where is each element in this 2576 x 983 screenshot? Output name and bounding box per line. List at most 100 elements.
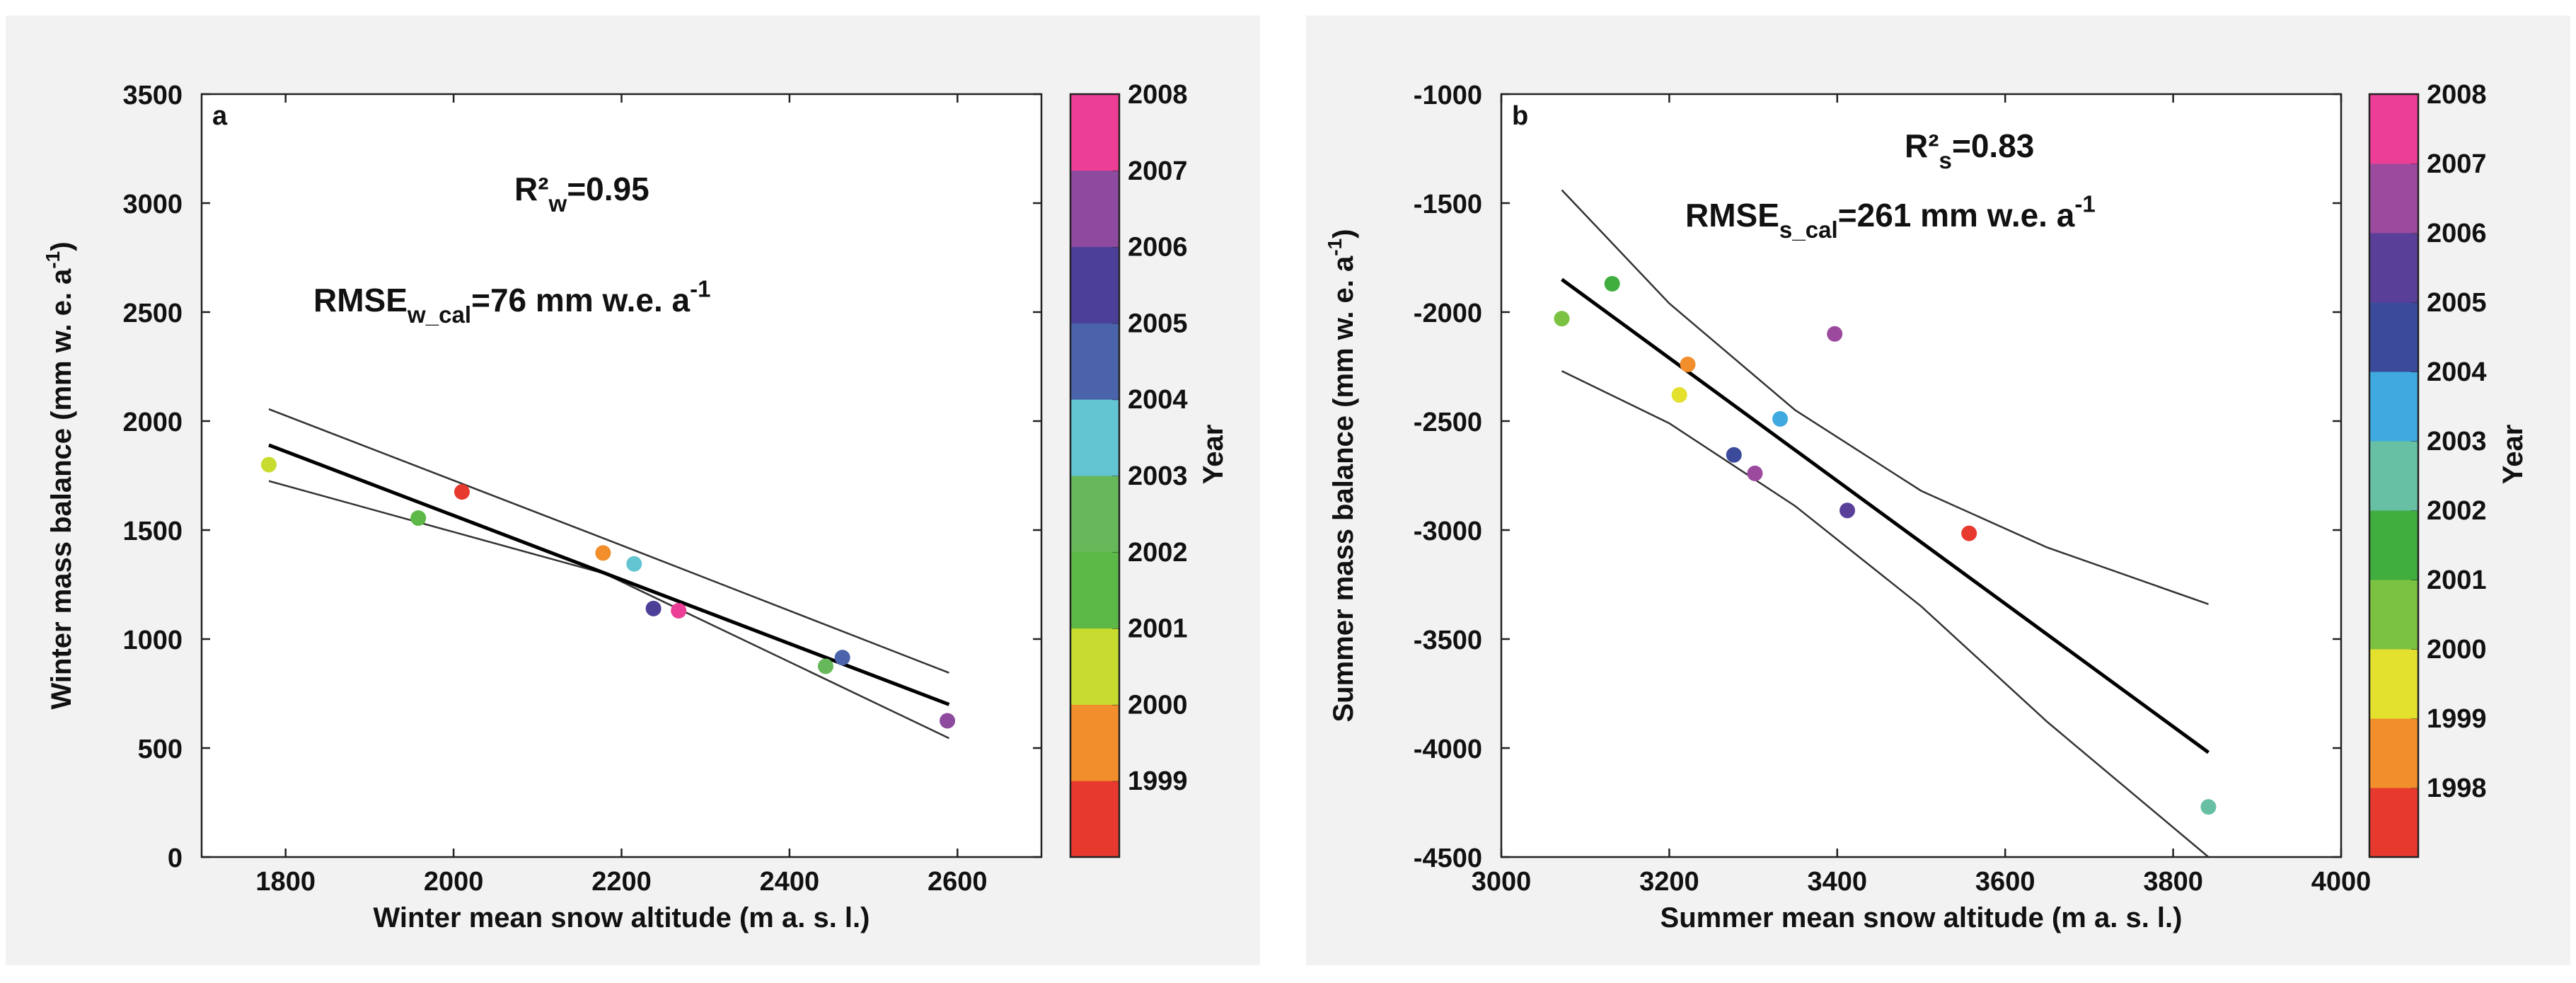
panel-a-rmse-annotation-part-2: =76 mm w.e. a (471, 282, 690, 318)
panel-b-colorbar-segment (2369, 94, 2418, 164)
panel-b-colorbar-frame (2368, 93, 2420, 858)
panel-b-y-tick-label: -2500 (1414, 408, 1482, 437)
panel-b-x-tick-label: 4000 (2311, 867, 2372, 897)
panel-a-colorbar-frame (1069, 93, 1121, 858)
panel-a-label: a (212, 101, 228, 131)
panel-b-y-axis-label-end: ) (1328, 229, 1359, 238)
panel-b-data-point (1554, 311, 1570, 327)
panel-a-colorbar-year-label: 2006 (1128, 233, 1188, 263)
panel-a-y-tick-label: 2500 (122, 299, 183, 328)
panel-b-colorbar-year-label: 1998 (2427, 774, 2487, 803)
panel-b-colorbar-segment (2369, 372, 2418, 442)
panel-a-x-tick-label: 1800 (255, 867, 316, 897)
panel-a-rmse-annotation-part-0: RMSE (313, 282, 408, 318)
panel-b-rmse-annotation-part-2: =261 mm w.e. a (1838, 197, 2075, 234)
panel-a-y-axis-label: Winter mass balance (mm w. e. a-1) (42, 241, 77, 709)
panel-a-upper-confidence-line (268, 408, 949, 674)
panel-b-r2-annotation-part-2: =0.83 (1952, 127, 2034, 164)
panel-b-colorbar-year-label: 2003 (2427, 427, 2487, 456)
panel-a-r2-annotation-part-1: w (548, 191, 567, 217)
panel-a-y-tick-label: 500 (138, 735, 183, 764)
panel-b-data-point (1680, 356, 1696, 372)
panel-a-series-group (260, 408, 956, 740)
panel-b-data-point (1961, 525, 1977, 541)
panel-a-y-tick-label: 0 (168, 844, 183, 873)
panel-a-colorbar-year-label: 2001 (1128, 614, 1188, 644)
panel-b-data-point (1747, 465, 1763, 481)
panel-b-regression-line (1561, 277, 2210, 754)
panel-b-colorbar-year-label: 2006 (2427, 219, 2487, 248)
panel-a-x-tick-label: 2200 (591, 867, 652, 897)
panel-b-label: b (1512, 101, 1528, 131)
panel-b-colorbar-year-label: 2004 (2427, 357, 2487, 387)
panel-a-colorbar-year-label: 2004 (1128, 385, 1188, 415)
panel-b-y-axis-label: Summer mass balance (mm w. e. a-1) (1324, 229, 1359, 722)
panel-a-y-tick-label: 3000 (122, 190, 183, 219)
panel-a-colorbar-year-label: 1999 (1128, 766, 1188, 796)
panel-b-y-tick-label: -1000 (1414, 81, 1482, 110)
panel-a-data-point (671, 602, 687, 619)
panel-b-y-tick-label: -3500 (1414, 626, 1482, 655)
panel-a-colorbar-segment (1070, 246, 1119, 323)
panel-b-x-tick-label: 3600 (1975, 867, 2035, 897)
panel-b-rmse-annotation-part-0: RMSE (1685, 197, 1779, 234)
panel-a-plot-area (200, 93, 1043, 858)
panel-a-x-tick-label: 2000 (424, 867, 484, 897)
panel-a-rmse-annotation-part-3: -1 (690, 276, 710, 302)
panel-a-x-axis-label: Winter mean snow altitude (m a. s. l.) (374, 902, 870, 933)
panel-b-data-point (1772, 410, 1789, 427)
panel-a-data-point (834, 650, 850, 666)
panel-b-plot-area (1500, 93, 2343, 858)
panel-b-y-tick-label: -4000 (1414, 735, 1482, 764)
panel-b-data-point (1839, 502, 1856, 519)
panel-a-colorbar-segment (1070, 94, 1119, 171)
panel-b-colorbar-segment (2369, 580, 2418, 650)
panel-b-y-tick-label: -2000 (1414, 299, 1482, 328)
panel-a-colorbar-segment (1070, 704, 1119, 781)
panel-b-colorbar-segment (2369, 718, 2418, 788)
panel-b-colorbar-year-label: 2001 (2427, 565, 2487, 595)
panel-a-x-tick-label: 2600 (928, 867, 988, 897)
panel-a-colorbar-year-label: 2005 (1128, 309, 1188, 338)
panel-a-colorbar-segment (1070, 399, 1119, 476)
panel-b-x-tick-label: 3200 (1639, 867, 1699, 897)
panel-b-colorbar-segment (2369, 233, 2418, 303)
panel-a-data-point (595, 545, 611, 561)
panel-a-r2-annotation-part-0: R² (514, 171, 549, 207)
panel-b-data-point (1604, 275, 1620, 292)
panel-b-data-point (1827, 326, 1843, 342)
panel-a-y-tick-label: 1500 (122, 517, 183, 546)
panel-a-colorbar-year-label: 2002 (1128, 538, 1188, 568)
panel-a-colorbar-year-label: 2007 (1128, 156, 1188, 186)
panel-b-colorbar-segment (2369, 510, 2418, 580)
panel-b-rmse-annotation-part-1: s_cal (1779, 217, 1838, 243)
panel-a-y-axis-label-base: Winter mass balance (mm w. e. a (46, 268, 77, 710)
panel-b-lower-confidence-line (1561, 370, 2210, 857)
panel-b-colorbar-segment (2369, 302, 2418, 372)
panel-a-colorbar-title: Year (1198, 425, 1229, 485)
panel-a-colorbar-segment (1070, 476, 1119, 553)
panel-b-colorbar-year-label: 2005 (2427, 288, 2487, 318)
panel-a-y-tick-label: 2000 (122, 408, 183, 437)
panel-b-upper-confidence-line (1561, 189, 2209, 605)
panel-a-y-axis-label-end: ) (46, 241, 77, 251)
panel-b-colorbar-segment (2369, 163, 2418, 234)
panel-b-colorbar-year-label: 2002 (2427, 496, 2487, 526)
panel-a-colorbar-year-label: 2003 (1128, 461, 1188, 491)
panel-a-data-point (626, 556, 642, 572)
panel-b-r2-annotation-part-1: s (1939, 148, 1952, 174)
panel-b-series-group (1554, 189, 2217, 857)
panel-a-x-tick-label: 2400 (760, 867, 820, 897)
panel-b-data-point (2200, 799, 2217, 815)
panel-a-colorbar-segment (1070, 170, 1119, 248)
panel-b-y-tick-label: -1500 (1414, 190, 1482, 219)
panel-b-colorbar-segment (2369, 649, 2418, 719)
panel-a-rmse-annotation-part-1: w_cal (407, 302, 471, 328)
panel-b-colorbar-segment (2369, 441, 2418, 511)
panel-b-x-tick-label: 3400 (1808, 867, 1868, 897)
panel-b-colorbar-year-label: 2008 (2427, 80, 2487, 110)
panel-b-colorbar-title: Year (2497, 425, 2529, 485)
panel-a-y-tick-label: 1000 (122, 626, 183, 655)
panel-a-data-point (454, 484, 470, 500)
panel-b-y-axis-label-base: Summer mass balance (mm w. e. a (1328, 255, 1359, 723)
